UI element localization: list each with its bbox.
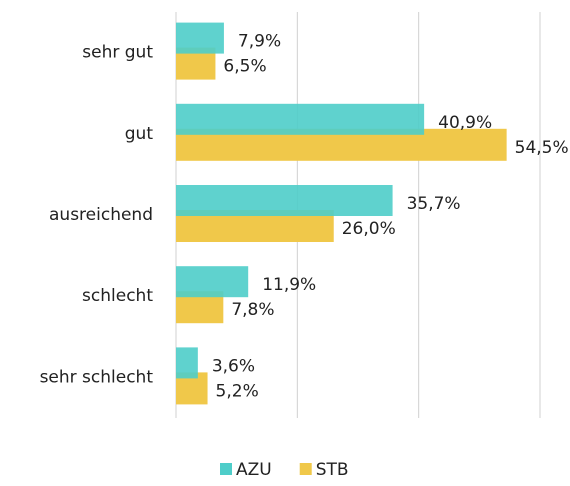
legend-label: AZU xyxy=(236,460,272,480)
data-label: 11,9% xyxy=(262,275,316,295)
bar xyxy=(176,103,425,135)
bar xyxy=(176,22,224,54)
bar xyxy=(176,185,393,216)
y-tick-label: sehr schlecht xyxy=(40,367,154,387)
data-label: 7,9% xyxy=(238,32,281,52)
bar xyxy=(176,347,198,379)
legend-label: STB xyxy=(316,460,349,480)
data-label: 5,2% xyxy=(216,381,259,401)
data-label: 35,7% xyxy=(407,194,461,214)
y-tick-label: ausreichend xyxy=(49,205,153,225)
data-label: 26,0% xyxy=(342,219,396,239)
legend-swatch xyxy=(220,463,232,475)
data-label: 40,9% xyxy=(438,113,492,133)
y-tick-label: schlecht xyxy=(82,286,153,306)
data-label: 7,8% xyxy=(231,300,274,320)
data-label: 6,5% xyxy=(223,57,266,77)
y-tick-label: gut xyxy=(125,124,154,144)
y-tick-label: sehr gut xyxy=(82,43,153,63)
bar xyxy=(176,266,249,298)
data-label: 54,5% xyxy=(515,138,569,158)
legend-swatch xyxy=(299,463,312,475)
data-label: 3,6% xyxy=(212,356,255,376)
